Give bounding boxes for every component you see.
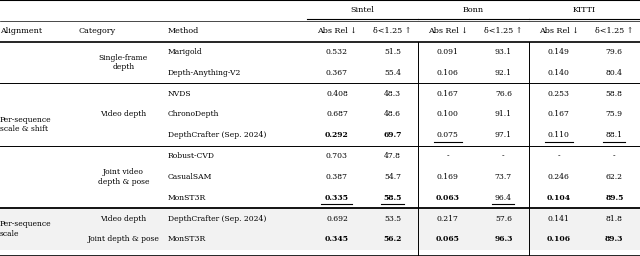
Text: 0.246: 0.246	[548, 173, 570, 181]
Text: δ<1.25 ↑: δ<1.25 ↑	[484, 27, 523, 35]
Text: δ<1.25 ↑: δ<1.25 ↑	[373, 27, 412, 35]
Text: 56.2: 56.2	[383, 235, 402, 243]
Text: 47.8: 47.8	[384, 152, 401, 160]
Text: 51.5: 51.5	[384, 48, 401, 56]
Text: 48.6: 48.6	[384, 111, 401, 119]
Text: Robust-CVD: Robust-CVD	[168, 152, 215, 160]
Text: 96.3: 96.3	[494, 235, 513, 243]
Text: 89.3: 89.3	[605, 235, 623, 243]
Text: 89.5: 89.5	[605, 194, 623, 202]
Text: -: -	[613, 152, 616, 160]
Text: 0.106: 0.106	[437, 69, 459, 77]
Text: Sintel: Sintel	[351, 6, 374, 14]
Text: Abs Rel ↓: Abs Rel ↓	[428, 27, 468, 35]
Bar	[0, 208, 640, 229]
Text: 0.065: 0.065	[436, 235, 460, 243]
Text: 0.387: 0.387	[326, 173, 348, 181]
Text: 0.106: 0.106	[547, 235, 571, 243]
Text: -: -	[557, 152, 560, 160]
Text: 48.3: 48.3	[384, 90, 401, 98]
Text: 54.7: 54.7	[384, 173, 401, 181]
Text: 58.5: 58.5	[383, 194, 402, 202]
Text: 53.5: 53.5	[384, 215, 401, 222]
Text: Abs Rel ↓: Abs Rel ↓	[539, 27, 579, 35]
Text: 88.1: 88.1	[606, 131, 623, 139]
Text: Joint depth & pose: Joint depth & pose	[88, 235, 159, 243]
Text: δ<1.25 ↑: δ<1.25 ↑	[595, 27, 634, 35]
Text: Alignment: Alignment	[0, 27, 42, 35]
Text: Depth-Anything-V2: Depth-Anything-V2	[168, 69, 241, 77]
Text: 79.6: 79.6	[606, 48, 623, 56]
Text: 0.367: 0.367	[326, 69, 348, 77]
Text: 0.075: 0.075	[437, 131, 459, 139]
Text: Category: Category	[79, 27, 116, 35]
Text: 81.8: 81.8	[606, 215, 623, 222]
Text: 0.140: 0.140	[548, 69, 570, 77]
Text: 73.7: 73.7	[495, 173, 512, 181]
Text: Video depth: Video depth	[100, 111, 147, 119]
Text: Bonn: Bonn	[463, 6, 484, 14]
Text: 0.104: 0.104	[547, 194, 571, 202]
Text: 0.100: 0.100	[437, 111, 459, 119]
Text: Abs Rel ↓: Abs Rel ↓	[317, 27, 357, 35]
Text: -: -	[502, 152, 505, 160]
Text: 91.1: 91.1	[495, 111, 512, 119]
Text: 0.169: 0.169	[437, 173, 459, 181]
Text: 0.091: 0.091	[437, 48, 459, 56]
Text: 57.6: 57.6	[495, 215, 512, 222]
Text: 0.335: 0.335	[325, 194, 349, 202]
Text: KITTI: KITTI	[573, 6, 596, 14]
Text: Joint video
depth & pose: Joint video depth & pose	[98, 168, 149, 186]
Text: Marigold: Marigold	[168, 48, 203, 56]
Text: 0.408: 0.408	[326, 90, 348, 98]
Text: 0.167: 0.167	[548, 111, 570, 119]
Text: 92.1: 92.1	[495, 69, 512, 77]
Text: 0.532: 0.532	[326, 48, 348, 56]
Text: 0.217: 0.217	[437, 215, 459, 222]
Text: MonST3R: MonST3R	[168, 194, 206, 202]
Text: NVDS: NVDS	[168, 90, 192, 98]
Text: Method: Method	[168, 27, 199, 35]
Text: CasualSAM: CasualSAM	[168, 173, 212, 181]
Text: 0.292: 0.292	[325, 131, 349, 139]
Text: 58.8: 58.8	[606, 90, 623, 98]
Text: DepthCrafter (Sep. 2024): DepthCrafter (Sep. 2024)	[168, 131, 266, 139]
Text: 96.4: 96.4	[495, 194, 512, 202]
Text: DepthCrafter (Sep. 2024): DepthCrafter (Sep. 2024)	[168, 215, 266, 222]
Text: 0.703: 0.703	[326, 152, 348, 160]
Text: 0.253: 0.253	[548, 90, 570, 98]
Text: 93.1: 93.1	[495, 48, 512, 56]
Text: 0.345: 0.345	[325, 235, 349, 243]
Text: 55.4: 55.4	[384, 69, 401, 77]
Bar	[0, 229, 640, 250]
Text: 62.2: 62.2	[606, 173, 623, 181]
Text: 80.4: 80.4	[606, 69, 623, 77]
Text: Per-sequence
scale: Per-sequence scale	[0, 220, 52, 238]
Text: 76.6: 76.6	[495, 90, 512, 98]
Text: ChronoDepth: ChronoDepth	[168, 111, 220, 119]
Text: 75.9: 75.9	[606, 111, 623, 119]
Text: 0.110: 0.110	[548, 131, 570, 139]
Text: -: -	[447, 152, 449, 160]
Text: 0.149: 0.149	[548, 48, 570, 56]
Text: MonST3R: MonST3R	[168, 235, 206, 243]
Text: Single-frame
depth: Single-frame depth	[99, 54, 148, 71]
Text: 69.7: 69.7	[383, 131, 402, 139]
Text: 0.063: 0.063	[436, 194, 460, 202]
Text: Video depth: Video depth	[100, 215, 147, 222]
Text: 97.1: 97.1	[495, 131, 512, 139]
Text: Per-sequence
scale & shift: Per-sequence scale & shift	[0, 116, 52, 133]
Text: 0.167: 0.167	[437, 90, 459, 98]
Text: 0.687: 0.687	[326, 111, 348, 119]
Text: 0.141: 0.141	[548, 215, 570, 222]
Text: 0.692: 0.692	[326, 215, 348, 222]
